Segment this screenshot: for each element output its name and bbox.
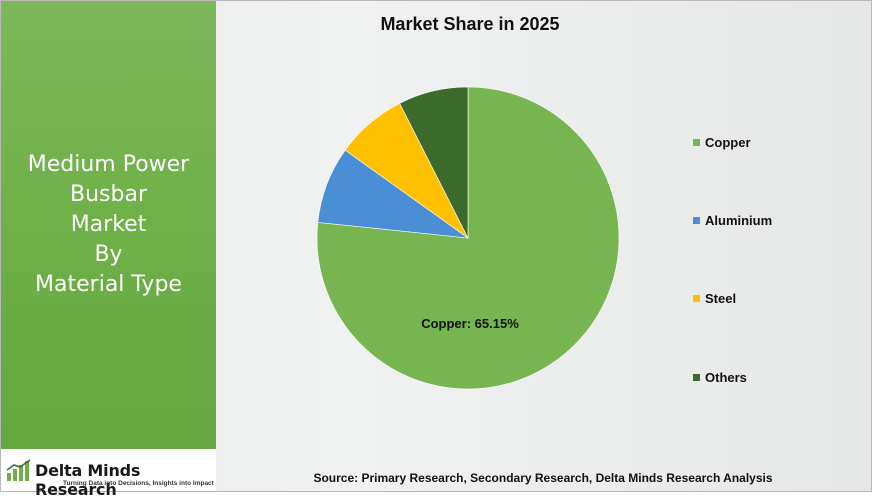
legend-swatch [693,374,700,381]
legend-swatch [693,295,700,302]
side-title-line: Market [70,212,147,237]
side-title-line: Busbar [70,182,147,207]
side-title-line: Medium Power [27,152,190,177]
legend-item-steel: Steel [693,291,736,306]
legend-label: Steel [705,291,737,306]
bar-chart-logo-icon [6,459,31,481]
side-title-panel: Medium Power Busbar Market By Material T… [1,1,216,449]
pie-data-label: Copper: 65.15% [421,316,519,331]
legend-label: Others [705,370,747,385]
brand-tagline: Turning Data into Decisions, Insights in… [63,480,214,487]
legend-swatch [693,139,700,146]
side-title-line: By [94,242,123,267]
chart-title: Market Share in 2025 [380,14,560,34]
legend-item-others: Others [693,370,747,385]
legend-item-aluminium: Aluminium [693,213,772,228]
source-note: Source: Primary Research, Secondary Rese… [313,471,773,485]
side-title-line: Material Type [35,272,182,297]
legend-label: Aluminium [705,213,773,228]
legend-label: Copper [705,135,751,150]
pie-slice-others [399,86,469,239]
legend-item-copper: Copper [693,135,751,150]
legend-swatch [693,217,700,224]
